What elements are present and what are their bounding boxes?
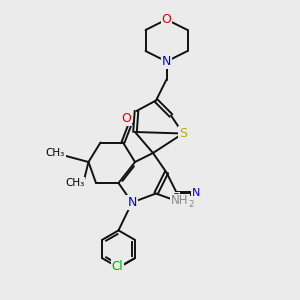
Text: 2: 2 [188, 200, 194, 209]
Text: N: N [162, 55, 171, 68]
Text: O: O [162, 13, 171, 26]
Text: CH₃: CH₃ [65, 178, 85, 188]
Text: S: S [179, 127, 187, 140]
Text: C: C [172, 193, 179, 203]
Text: NH: NH [171, 194, 189, 208]
Text: N: N [127, 196, 137, 209]
Text: N: N [192, 188, 201, 199]
Text: CH₃: CH₃ [46, 148, 65, 158]
Text: Cl: Cl [112, 260, 123, 273]
Text: O: O [121, 112, 131, 125]
